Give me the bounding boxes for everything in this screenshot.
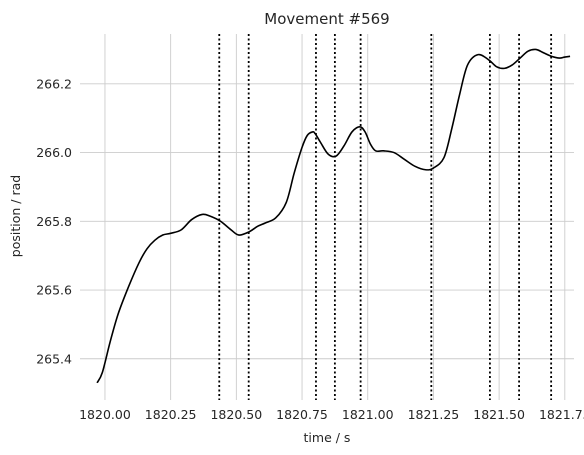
x-tick-label: 1820.25	[145, 407, 197, 422]
y-tick-label: 265.6	[36, 283, 72, 298]
y-tick-label: 265.4	[36, 351, 72, 366]
x-tick-label: 1821.50	[473, 407, 525, 422]
x-tick-label: 1820.75	[276, 407, 328, 422]
y-axis-label: position / rad	[8, 175, 23, 257]
y-tick-label: 266.2	[36, 76, 72, 91]
x-tick-labels: 1820.00 1820.25 1820.50 1820.75 1821.00 1821.…	[79, 407, 584, 422]
y-grid	[80, 83, 574, 360]
x-grid	[104, 34, 566, 400]
vertical-markers	[218, 34, 553, 400]
x-tick-label: 1820.00	[79, 407, 131, 422]
x-tick-label: 1821.25	[408, 407, 460, 422]
x-axis-label: time / s	[304, 430, 351, 445]
chart-title: Movement #569	[264, 10, 389, 28]
x-tick-label: 1821.75	[539, 407, 584, 422]
x-tick-label: 1820.50	[210, 407, 262, 422]
y-tick-labels: 265.4 265.6 265.8 266.0 266.2	[36, 76, 72, 366]
series-line	[96, 48, 571, 384]
y-tick-label: 266.0	[36, 145, 72, 160]
y-tick-label: 265.8	[36, 214, 72, 229]
x-tick-label: 1821.00	[342, 407, 394, 422]
